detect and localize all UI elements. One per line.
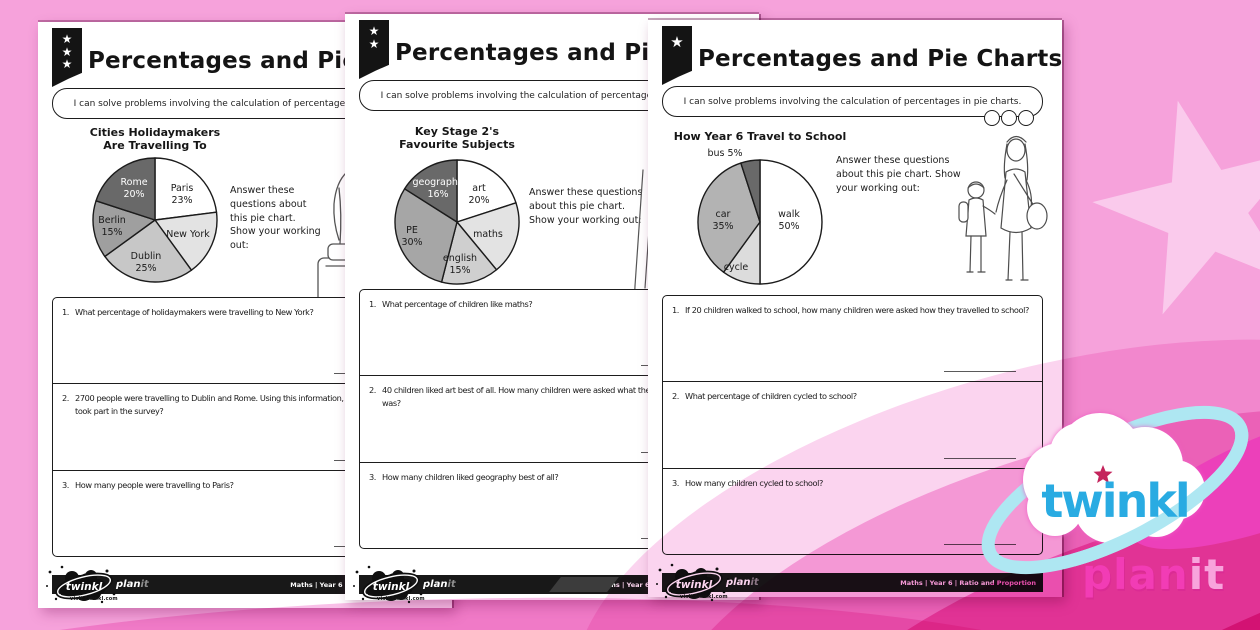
assessment-circle xyxy=(984,110,1000,126)
question-number: 1. xyxy=(62,307,70,317)
question-text: How many children liked geography best o… xyxy=(382,472,559,482)
svg-text:twinkl: twinkl xyxy=(373,581,410,593)
answer-line xyxy=(944,371,1016,372)
pie-label-paris: Paris 23% xyxy=(171,183,194,206)
pie-slice-rome xyxy=(95,157,156,221)
visit-twinkl-text: visit twinkl.com xyxy=(70,596,118,602)
question-number: 2. xyxy=(672,391,680,401)
pie-slice-dublin xyxy=(104,219,193,283)
badge-star-icon: ★ xyxy=(61,44,73,59)
planit-wordmark: planit xyxy=(1082,550,1226,599)
badge-star-icon: ★ xyxy=(368,24,380,38)
visit-twinkl-text: visit twinkl.com xyxy=(377,596,425,602)
pie-label-dublin: Dublin 25% xyxy=(131,251,162,274)
question-number: 3. xyxy=(672,478,680,488)
pie-label-new-york: New York xyxy=(166,229,210,240)
pie-slice-maths xyxy=(456,202,520,271)
pie-slice-english xyxy=(440,221,498,285)
pie-label-art: art 20% xyxy=(468,183,489,206)
question-number: 3. xyxy=(369,472,377,482)
pie-label-car: car 35% xyxy=(712,209,733,232)
pie-slice-new-york xyxy=(154,211,218,271)
question-number: 1. xyxy=(672,305,680,315)
objective-box: I can solve problems involving the calcu… xyxy=(662,86,1043,117)
pie-label-rome: Rome 20% xyxy=(120,177,147,200)
question-text: What percentage of children like maths? xyxy=(382,299,533,309)
footer-decor-parallelogram xyxy=(549,577,619,592)
decor-star-icon: ★ xyxy=(1042,15,1260,393)
question-number: 3. xyxy=(62,480,70,490)
pie-chart-subjects: art 20% maths english 15% PE 30% geography 16% xyxy=(394,159,520,285)
pie-label-bus: bus 5% xyxy=(707,148,742,159)
pie-label-maths: maths xyxy=(473,229,503,240)
badge-star-icon: ★ xyxy=(61,32,73,46)
difficulty-badge-2-star: ★ ★ xyxy=(359,20,389,79)
answer-prompt: Answer these questions about this pie ch… xyxy=(836,155,961,194)
badge-star-icon: ★ xyxy=(61,57,73,72)
assessment-circle xyxy=(1018,110,1034,126)
visit-twinkl-text: visit twinkl.com xyxy=(680,594,728,600)
pie-label-berlin: Berlin 15% xyxy=(98,215,126,238)
pie-slice-bus xyxy=(740,159,761,223)
question-text: If 20 children walked to school, how man… xyxy=(685,305,1029,315)
chart-title: Key Stage 2's Favourite Subjects xyxy=(399,125,515,151)
pie-chart-cities: Paris 23% New York Dublin 25%Berlin 15% Rome 20… xyxy=(92,157,218,283)
svg-text:twinkl: twinkl xyxy=(66,581,103,593)
answer-prompt: Answer these questions about this pie ch… xyxy=(230,185,321,252)
badge-star-icon: ★ xyxy=(368,36,380,51)
pie-label-geography: geography 16% xyxy=(412,177,463,200)
pie-label-pe: PE 30% xyxy=(401,225,422,248)
pie-slice-art xyxy=(456,159,517,223)
answer-prompt: Answer these questions about this pie ch… xyxy=(529,187,643,226)
question-number: 1. xyxy=(369,299,377,309)
difficulty-badge-3-star: ★ ★ ★ xyxy=(52,28,82,87)
twinkl-wordmark: twinkl xyxy=(1041,474,1188,528)
question-text: 2700 people were travelling to Dublin an… xyxy=(75,393,413,416)
difficulty-badge-1-star: ★ xyxy=(662,26,692,85)
pie-label-english: english 15% xyxy=(443,253,477,276)
question-row: 1. If 20 children walked to school, how … xyxy=(663,296,1042,381)
assessment-circle xyxy=(1001,110,1017,126)
chart-title: How Year 6 Travel to School xyxy=(673,130,847,143)
question-number: 2. xyxy=(62,393,70,403)
pie-slice-paris xyxy=(154,157,218,221)
question-text: How many people were travelling to Paris… xyxy=(75,480,234,490)
badge-star-icon: ★ xyxy=(670,33,684,51)
chart-title: Cities Holidaymakers Are Travelling To xyxy=(89,126,221,152)
question-number: 2. xyxy=(369,385,377,395)
pie-label-walk: walk 50% xyxy=(778,209,800,232)
self-assessment-circles xyxy=(984,110,1034,126)
pie-slice-pe xyxy=(394,188,458,283)
mother-and-child-illustration xyxy=(958,135,1048,281)
pie-chart-travel: walk 50% cycle car 35% bus 5% xyxy=(697,148,823,285)
page-title: Percentages and Pie Charts xyxy=(698,46,1063,72)
pie-label-cycle: cycle xyxy=(724,262,749,273)
question-text: What percentage of holidaymakers were tr… xyxy=(75,307,314,317)
pie-slice-geography xyxy=(403,159,458,223)
svg-text:twinkl: twinkl xyxy=(676,579,713,591)
pie-slice-berlin xyxy=(92,200,156,258)
